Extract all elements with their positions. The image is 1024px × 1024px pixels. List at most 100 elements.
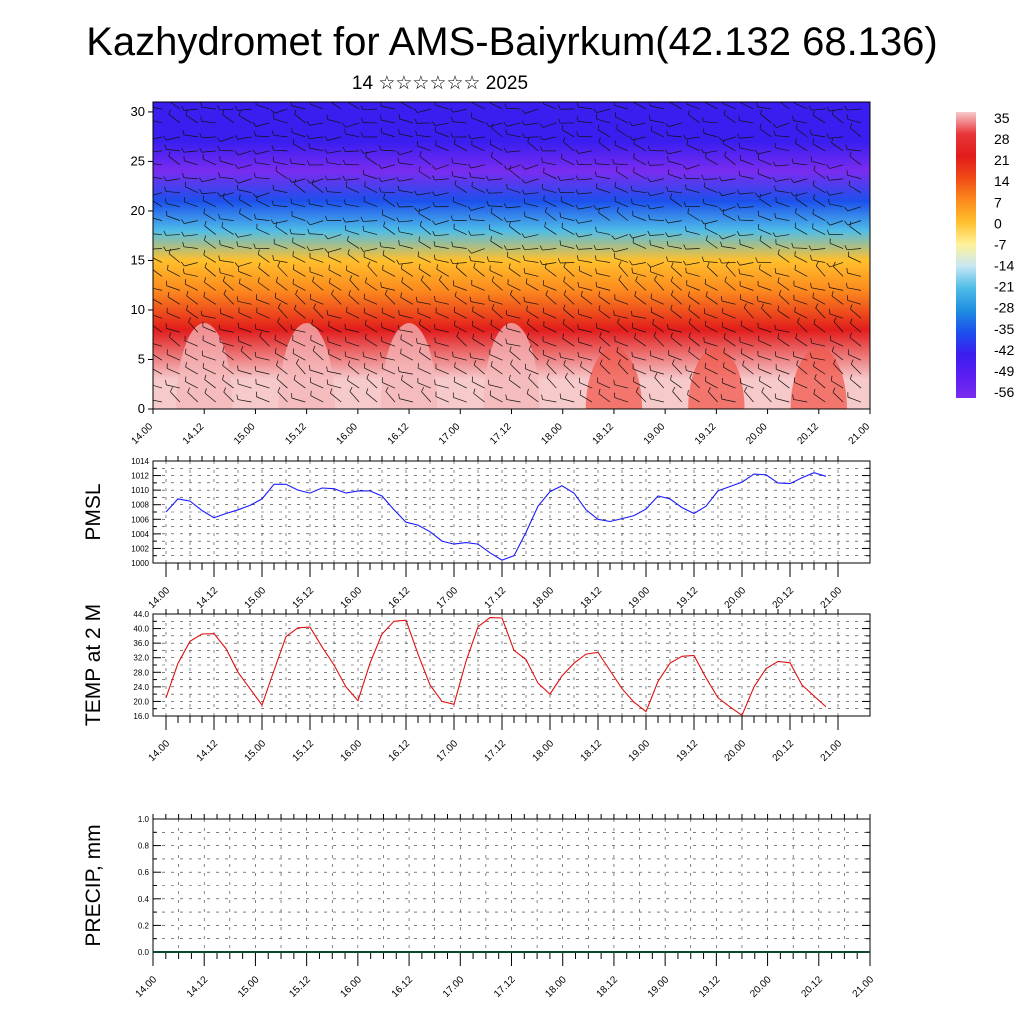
wind-barb: [506, 122, 521, 127]
wind-barb-flag: [796, 360, 799, 366]
wind-barb: [309, 271, 324, 277]
wind-barb-flag: [181, 147, 185, 153]
wind-barb: [599, 363, 611, 375]
grid: [153, 614, 870, 716]
wind-barb-flag: [324, 234, 329, 240]
wind-barb-flag: [450, 259, 454, 264]
wind-barb: [345, 341, 360, 347]
wind-barb-flag: [791, 242, 794, 248]
wind-barb-flag: [718, 207, 723, 212]
wind-barb: [829, 108, 844, 112]
wind-barb: [222, 351, 234, 361]
wind-barb: [509, 225, 521, 235]
wind-barb: [635, 280, 647, 291]
wind-barb-flag: [219, 267, 221, 273]
wind-barb-flag: [813, 361, 815, 367]
wind-barb-flag: [595, 226, 597, 232]
wind-barb-flag: [185, 362, 187, 368]
wind-barb-flag: [828, 199, 830, 205]
wind-barb-flag: [234, 179, 239, 184]
wind-barb: [166, 203, 180, 208]
wind-barb: [703, 133, 718, 138]
wind-barb-flag: [307, 160, 310, 166]
wind-barb-flag: [383, 193, 386, 199]
wind-barb: [545, 211, 557, 221]
wind-barb-flag: [434, 324, 436, 330]
wind-barb: [419, 225, 432, 235]
wind-barb: [667, 234, 682, 238]
y-axis-label: TEMP at 2 M: [82, 604, 105, 726]
wind-barb: [185, 353, 198, 361]
wind-barb-flag: [629, 121, 633, 127]
wind-barb: [331, 294, 342, 305]
wind-barb: [471, 117, 485, 124]
wind-barb: [814, 378, 826, 389]
wind-barb-flag: [222, 360, 225, 366]
wind-barb: [506, 107, 521, 110]
wind-barb-flag: [397, 324, 400, 330]
wind-barb: [580, 366, 593, 375]
wind-barb: [775, 147, 790, 152]
wind-barb: [470, 219, 485, 221]
wind-barb: [524, 272, 539, 277]
wind-barb: [542, 161, 557, 166]
wind-barb: [506, 248, 521, 251]
colorbar-label: 35: [994, 110, 1010, 126]
wind-barb: [561, 158, 575, 166]
wind-barb-flag: [631, 267, 633, 273]
wind-barb-flag: [563, 137, 566, 143]
wind-barb: [238, 340, 252, 347]
wind-barb: [184, 220, 198, 224]
wind-barb-flag: [185, 348, 187, 354]
wind-barb: [470, 176, 485, 180]
wind-barb: [687, 394, 700, 403]
wind-barb: [153, 233, 162, 235]
wind-barb: [741, 353, 754, 361]
wind-barb: [184, 273, 198, 277]
wind-barb: [722, 206, 736, 212]
wind-barb-flag: [738, 268, 741, 274]
wind-barb: [452, 262, 467, 265]
wind-barb: [273, 118, 288, 124]
wind-barb: [185, 115, 199, 124]
wind-barb: [238, 383, 252, 389]
wind-barb-flag: [688, 109, 690, 115]
wind-barb-flag: [489, 390, 492, 396]
wind-barb-flag: [414, 108, 418, 113]
wind-barb: [239, 199, 252, 207]
y-tick-label: 1006: [131, 515, 149, 524]
x-tick-label: 17.12: [483, 738, 509, 764]
wind-barb: [615, 186, 629, 194]
wind-barb: [221, 226, 234, 235]
wind-barb: [201, 136, 216, 139]
wind-barb-flag: [325, 215, 328, 221]
wind-barb-flag: [326, 366, 328, 372]
wind-barb: [292, 215, 306, 221]
wind-barb-flag: [688, 346, 691, 352]
wind-barb: [435, 342, 449, 347]
wind-barb-flag: [525, 278, 528, 284]
wind-barb: [614, 163, 629, 166]
y-tick-label: 25: [131, 153, 145, 168]
wind-barb-flag: [432, 175, 436, 181]
wind-barb: [793, 163, 808, 166]
wind-barb-flag: [795, 193, 798, 199]
wind-barb-flag: [163, 230, 167, 236]
wind-barb-flag: [181, 231, 185, 237]
wind-barb: [847, 174, 862, 180]
wind-barb-flag: [277, 261, 281, 267]
wind-barb: [705, 325, 718, 333]
wind-barb-flag: [490, 333, 493, 339]
wind-barb: [296, 363, 306, 375]
wind-barb-flag: [665, 218, 669, 224]
wind-barb: [293, 143, 306, 152]
wind-barb: [222, 280, 234, 291]
wind-barb: [219, 176, 234, 180]
wind-barb-flag: [541, 394, 543, 400]
wind-barb: [561, 201, 575, 207]
wind-barb-flag: [742, 360, 745, 366]
wind-barb-flag: [647, 191, 651, 197]
wind-barb: [398, 262, 413, 265]
wind-barb-flag: [826, 221, 831, 226]
x-tick-label: 19.12: [697, 974, 723, 1000]
